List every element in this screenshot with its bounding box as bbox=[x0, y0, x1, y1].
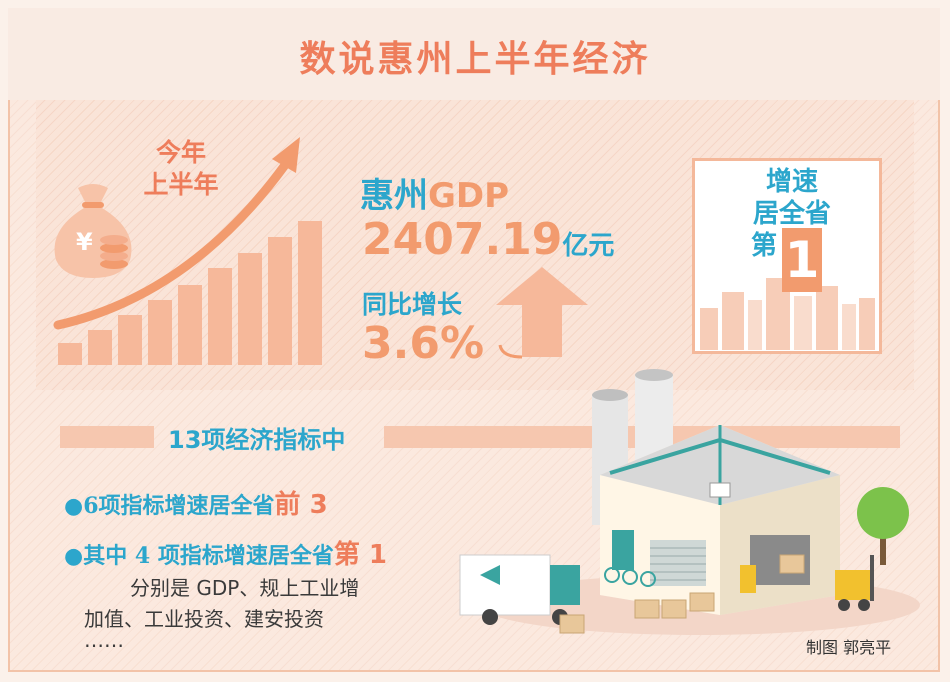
growth-bar bbox=[118, 315, 142, 365]
growth-label: 同比增长 bbox=[362, 290, 463, 319]
bullet1-highlight: 前 3 bbox=[274, 490, 328, 520]
gdp-value-row: 2407.19亿元 bbox=[362, 214, 614, 265]
detail-line-1: 分别是 GDP、规上工业增 bbox=[130, 576, 360, 600]
heading-band-left bbox=[60, 426, 154, 448]
bullet-item-1: ●6项指标增速居全省前 3 bbox=[64, 484, 328, 521]
money-bag-icon: ¥ bbox=[54, 184, 132, 278]
gdp-title: 惠州GDP bbox=[360, 168, 509, 217]
cargo-box bbox=[634, 599, 660, 619]
gdp-city-label: 惠州 bbox=[360, 176, 428, 216]
gdp-value: 2407.19 bbox=[362, 214, 563, 265]
page-title: 数说惠州上半年经济 bbox=[299, 39, 651, 80]
growth-bar bbox=[88, 330, 112, 365]
detail-line-3: …… bbox=[84, 628, 124, 652]
rank-line3: 第 bbox=[751, 231, 778, 261]
currency-symbol: ¥ bbox=[76, 228, 93, 256]
indicators-heading: 13项经济指标中 bbox=[168, 426, 346, 454]
growth-bar bbox=[58, 343, 82, 365]
growth-bar bbox=[298, 221, 322, 365]
growth-bar bbox=[238, 253, 262, 365]
bullet-dot-icon: ● bbox=[64, 493, 84, 519]
rank-line1: 增速 bbox=[765, 167, 818, 197]
factory-illustration bbox=[459, 369, 920, 635]
period-label-line1: 今年 bbox=[155, 138, 206, 167]
growth-bar bbox=[178, 285, 202, 365]
title-band bbox=[8, 8, 940, 100]
up-arrow-icon bbox=[496, 267, 588, 359]
period-label: 今年 上半年 bbox=[126, 137, 236, 201]
gdp-label: GDP bbox=[428, 176, 510, 216]
gdp-unit: 亿元 bbox=[562, 231, 615, 261]
credit-label: 制图 郭亮平 bbox=[806, 638, 892, 657]
growth-value: 3.6% bbox=[362, 318, 485, 369]
cargo-box bbox=[689, 592, 715, 612]
rank-text: 增速 居全省 第 bbox=[745, 166, 839, 262]
cargo-box bbox=[779, 554, 805, 574]
city-skyline-icon bbox=[700, 278, 875, 350]
bullet-dot-icon: ● bbox=[64, 543, 84, 569]
rank-number: 1 bbox=[782, 228, 822, 292]
forklift bbox=[835, 570, 871, 600]
bullet2-text: 其中 4 项指标增速居全省 bbox=[83, 543, 334, 569]
cargo-box bbox=[661, 599, 687, 619]
growth-bar bbox=[148, 300, 172, 365]
growth-bar bbox=[268, 237, 292, 365]
growth-bar bbox=[208, 268, 232, 365]
period-label-line2: 上半年 bbox=[143, 170, 219, 199]
growth-bars-illustration bbox=[53, 137, 322, 365]
detail-line-2: 加值、工业投资、建安投资 bbox=[84, 607, 324, 631]
trend-arrow-icon bbox=[53, 160, 290, 330]
cargo-box bbox=[559, 614, 585, 634]
bullet-item-2: ●其中 4 项指标增速居全省第 1 bbox=[64, 534, 387, 571]
bullet2-highlight: 第 1 bbox=[333, 540, 387, 570]
rank-line2: 居全省 bbox=[752, 199, 831, 229]
truck bbox=[459, 554, 551, 616]
bullet1-text: 6项指标增速居全省 bbox=[83, 493, 275, 519]
